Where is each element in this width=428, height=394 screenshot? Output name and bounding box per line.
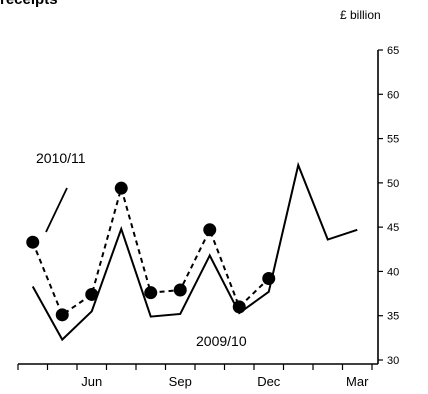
data-point-2010-11 [173,283,187,297]
x-tick-label-jun: Jun [81,374,102,389]
x-tick-label-sep: Sep [169,374,192,389]
chart-annotations: 2010/11 2009/10 [36,150,247,349]
data-point-2010-11 [26,235,40,249]
series-line-2009-10 [31,161,358,342]
chart-title: receipts [0,0,58,8]
data-point-2010-11 [55,308,69,322]
y-tick-label: 55 [387,134,399,146]
data-point-2010-11 [262,272,276,286]
annotation-label-2010-11: 2010/11 [36,150,86,166]
annotation-label-2009-10: 2009/10 [196,333,247,349]
data-point-2010-11 [203,223,217,237]
y-tick-label: 35 [387,311,399,323]
x-tick-label-dec: Dec [257,374,281,389]
y-tick-label: 40 [387,266,399,278]
data-point-2010-11 [114,181,128,195]
y-tick-label: 50 [387,178,399,190]
data-point-2010-11 [232,300,246,314]
data-point-2010-11 [85,287,99,301]
chart-axes: 30 35 40 45 50 55 60 65 Jun Sep Dec Mar [17,45,399,389]
series-2010-11 [26,181,276,322]
series-2009-10 [31,161,358,342]
y-axis-unit-label: £ billion [340,8,381,22]
y-tick-label: 65 [387,45,399,57]
annotation-pointer-line [45,187,68,233]
data-point-2010-11 [144,286,158,300]
y-tick-label: 60 [387,89,399,101]
y-tick-label: 45 [387,222,399,234]
annotation-pointer-2010-11 [45,187,68,233]
x-tick-label-mar: Mar [346,374,369,389]
y-tick-label: 30 [387,355,399,367]
